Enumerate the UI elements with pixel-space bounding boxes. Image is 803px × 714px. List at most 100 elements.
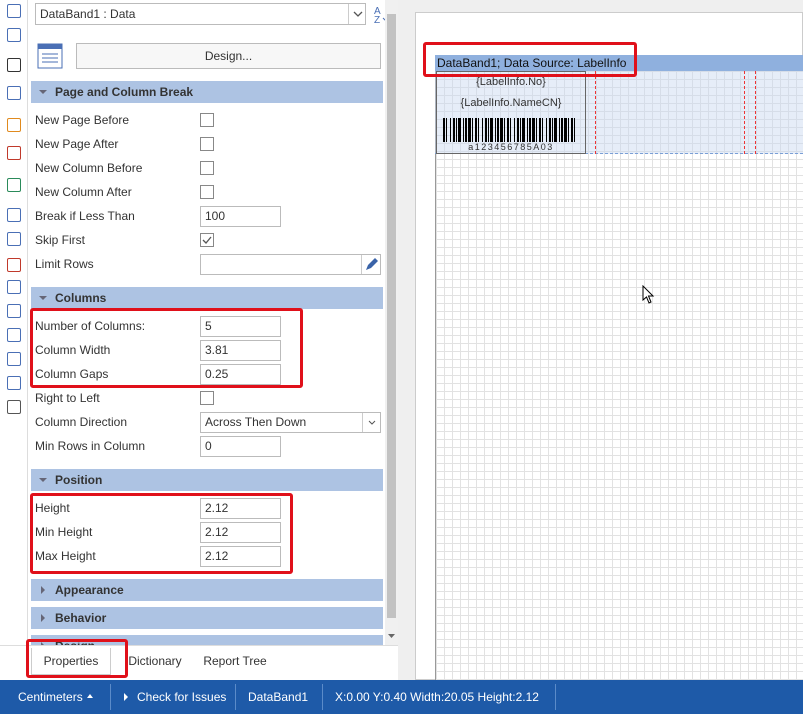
tab[interactable]: Properties: [31, 648, 111, 675]
text-input[interactable]: 0.25: [200, 364, 281, 385]
scroll-thumb[interactable]: [387, 14, 396, 618]
dropdown-button[interactable]: [348, 4, 365, 24]
dropdown-button[interactable]: [362, 413, 380, 432]
tool-icon[interactable]: [7, 328, 21, 342]
text-input[interactable]: 100: [200, 206, 281, 227]
toolbox: [0, 0, 28, 680]
property-label: Break if Less Than: [35, 209, 135, 223]
status-bar: [0, 680, 803, 714]
checkbox[interactable]: [200, 185, 214, 199]
section-header[interactable]: Behavior: [31, 607, 383, 629]
scroll-down[interactable]: [385, 630, 398, 642]
label-cell[interactable]: [436, 71, 586, 154]
dropdown[interactable]: Across Then Down: [200, 412, 381, 433]
field-text: {LabelInfo.NameCN}: [460, 97, 562, 109]
tool-icon[interactable]: [7, 4, 21, 18]
text-input[interactable]: 0: [200, 436, 281, 457]
design-button-text: Design...: [204, 49, 253, 63]
units-arrow: [87, 694, 93, 698]
property-label: Right to Left: [35, 391, 100, 405]
section-header[interactable]: Columns: [31, 287, 383, 309]
separator: [110, 684, 111, 710]
column-guide: [744, 71, 745, 154]
tool-icon[interactable]: [7, 258, 21, 272]
tool-icon[interactable]: [7, 400, 21, 414]
dropdown-icon: [353, 11, 363, 17]
property-label: Max Height: [35, 549, 96, 563]
expand-arrow[interactable]: [38, 613, 48, 623]
object-selector[interactable]: DataBand1 : Data: [35, 3, 366, 25]
separator: [235, 684, 236, 710]
barcode-text: a123456785A03: [468, 142, 554, 152]
checkbox[interactable]: [200, 113, 214, 127]
tool-icon[interactable]: [7, 280, 21, 294]
tool-icon[interactable]: [7, 118, 21, 132]
section-header[interactable]: Appearance: [31, 579, 383, 601]
text-input[interactable]: 3.81: [200, 340, 281, 361]
tab[interactable]: Report Tree: [203, 654, 267, 668]
pencil-icon: [366, 258, 378, 270]
design-button[interactable]: Design...: [76, 43, 381, 69]
expand-arrow[interactable]: [38, 87, 48, 97]
expand-arrow[interactable]: [38, 293, 48, 303]
tool-icon[interactable]: [7, 28, 21, 42]
property-label: Column Gaps: [35, 367, 109, 381]
position-info: X:0.00 Y:0.40 Width:20.05 Height:2.12: [335, 690, 539, 704]
edit-button[interactable]: [361, 255, 380, 274]
tool-icon[interactable]: [7, 232, 21, 246]
column-guide: [595, 71, 596, 154]
band-icon: [37, 43, 63, 69]
column-guide: [755, 71, 756, 154]
highlight: [30, 493, 293, 574]
svg-text:Z: Z: [374, 15, 380, 25]
checkbox[interactable]: [200, 233, 214, 247]
text-input[interactable]: [200, 254, 381, 275]
barcode: [443, 118, 575, 142]
property-label: Skip First: [35, 233, 86, 247]
property-label: Height: [35, 501, 70, 515]
tool-icon[interactable]: [7, 208, 21, 222]
page-grid: [435, 55, 803, 680]
property-label: Limit Rows: [35, 257, 94, 271]
section-header[interactable]: Design: [31, 635, 383, 645]
property-label: Min Rows in Column: [35, 439, 146, 453]
property-label: New Column After: [35, 185, 132, 199]
separator: [555, 684, 556, 710]
mouse-cursor: [642, 285, 655, 304]
check-issues-button[interactable]: Check for Issues: [137, 690, 227, 704]
text-input[interactable]: 2.12: [200, 546, 281, 567]
tool-icon[interactable]: [7, 178, 21, 192]
expand-arrow[interactable]: [38, 585, 48, 595]
tool-icon[interactable]: [7, 86, 21, 100]
property-label: Min Height: [35, 525, 93, 539]
tool-icon[interactable]: [7, 146, 21, 160]
separator: [322, 684, 323, 710]
checkbox[interactable]: [200, 161, 214, 175]
units-button[interactable]: Centimeters: [18, 690, 83, 704]
text-input[interactable]: 2.12: [200, 522, 281, 543]
section-header[interactable]: Position: [31, 469, 383, 491]
band-caption[interactable]: DataBand1; Data Source: LabelInfo: [435, 55, 803, 71]
property-label: New Column Before: [35, 161, 143, 175]
check-arrow: [124, 693, 128, 701]
tool-icon[interactable]: [7, 352, 21, 366]
tool-icon[interactable]: [7, 376, 21, 390]
section-header[interactable]: Page and Column Break: [31, 81, 383, 103]
property-label: New Page Before: [35, 113, 130, 127]
tool-icon[interactable]: [7, 304, 21, 318]
tool-icon[interactable]: [7, 58, 21, 72]
highlight: [26, 639, 128, 678]
checkbox[interactable]: [200, 391, 214, 405]
data-band[interactable]: [435, 71, 803, 154]
expand-arrow[interactable]: [38, 475, 48, 485]
expand-arrow[interactable]: [38, 641, 48, 645]
highlight: [423, 42, 637, 77]
field-text: {LabelInfo.No}: [476, 76, 546, 88]
text-input[interactable]: 5: [200, 316, 281, 337]
checkbox[interactable]: [200, 137, 214, 151]
text-input[interactable]: 2.12: [200, 498, 281, 519]
dropdown-icon: [368, 420, 376, 425]
checkmark: [202, 236, 212, 244]
tab[interactable]: Dictionary: [128, 654, 182, 668]
